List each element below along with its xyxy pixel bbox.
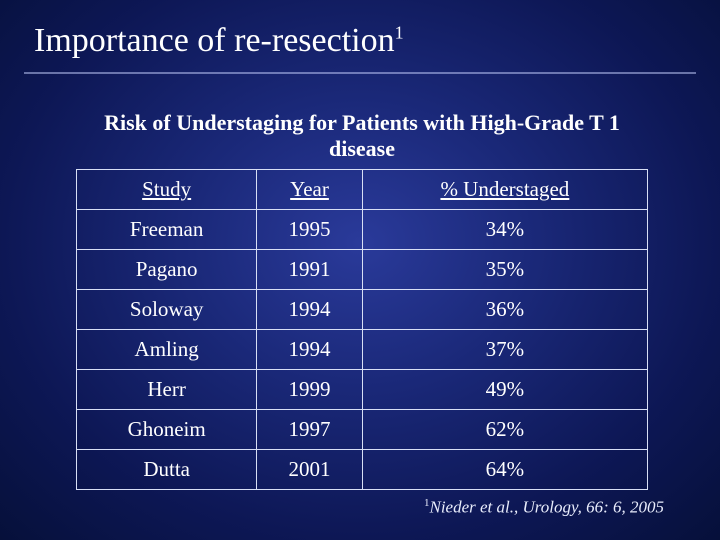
cell-pct: 37% <box>362 329 647 369</box>
cell-year: 1994 <box>257 289 362 329</box>
cell-pct: 64% <box>362 449 647 489</box>
citation-text: Nieder et al., Urology, 66: 6, 2005 <box>429 498 664 517</box>
cell-pct: 62% <box>362 409 647 449</box>
table-caption: Risk of Understaging for Patients with H… <box>76 110 648 163</box>
table-row: Pagano 1991 35% <box>77 249 648 289</box>
cell-year: 1994 <box>257 329 362 369</box>
cell-year: 1991 <box>257 249 362 289</box>
cell-study: Soloway <box>77 289 257 329</box>
cell-study: Dutta <box>77 449 257 489</box>
table-row: Soloway 1994 36% <box>77 289 648 329</box>
table-row: Dutta 2001 64% <box>77 449 648 489</box>
understaging-table: Study Year % Understaged Freeman 1995 34… <box>76 169 648 490</box>
slide-title-text: Importance of re-resection <box>34 22 395 59</box>
cell-pct: 36% <box>362 289 647 329</box>
citation: 1Nieder et al., Urology, 66: 6, 2005 <box>424 497 664 518</box>
cell-year: 2001 <box>257 449 362 489</box>
table-row: Freeman 1995 34% <box>77 209 648 249</box>
col-study: Study <box>77 169 257 209</box>
table-row: Ghoneim 1997 62% <box>77 409 648 449</box>
cell-study: Pagano <box>77 249 257 289</box>
cell-study: Herr <box>77 369 257 409</box>
cell-pct: 34% <box>362 209 647 249</box>
col-understaged: % Understaged <box>362 169 647 209</box>
slide-title-superscript: 1 <box>395 23 404 43</box>
cell-study: Ghoneim <box>77 409 257 449</box>
table-container: Risk of Understaging for Patients with H… <box>76 110 648 490</box>
title-rule <box>24 72 696 74</box>
cell-year: 1999 <box>257 369 362 409</box>
col-year: Year <box>257 169 362 209</box>
cell-pct: 35% <box>362 249 647 289</box>
table-row: Herr 1999 49% <box>77 369 648 409</box>
cell-study: Freeman <box>77 209 257 249</box>
cell-study: Amling <box>77 329 257 369</box>
cell-year: 1995 <box>257 209 362 249</box>
cell-year: 1997 <box>257 409 362 449</box>
table-header-row: Study Year % Understaged <box>77 169 648 209</box>
cell-pct: 49% <box>362 369 647 409</box>
table-row: Amling 1994 37% <box>77 329 648 369</box>
slide-title: Importance of re-resection1 <box>34 22 404 60</box>
